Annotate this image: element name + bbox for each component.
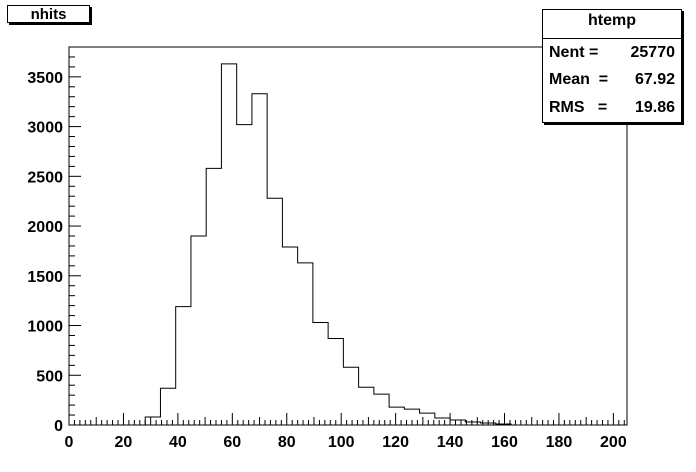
histogram-bin [420, 413, 435, 425]
y-tick-label: 0 [54, 418, 63, 435]
stats-row-rms: RMS = 19.86 [549, 99, 675, 117]
stats-name: htemp [588, 12, 636, 29]
y-tick-label: 2500 [27, 169, 63, 186]
histogram-bin [221, 64, 236, 425]
y-tick-label: 1000 [27, 319, 63, 336]
x-axis: 0 20 40 60 80 100 120 140 160 180 200 [65, 413, 627, 451]
histogram-bin [145, 417, 160, 425]
x-tick-label: 60 [223, 434, 241, 451]
histogram-bin [313, 323, 328, 425]
stats-key: Mean = [549, 71, 609, 88]
stats-key: RMS = [549, 99, 608, 116]
x-tick-label: 0 [65, 434, 74, 451]
histogram-bin [237, 125, 252, 425]
histogram-bin [282, 247, 297, 425]
stats-separator [543, 38, 681, 39]
histogram-bin [389, 407, 404, 425]
histogram-bin [496, 424, 511, 425]
histogram-bin [191, 236, 206, 425]
stats-value: 25770 [630, 44, 676, 61]
histogram-bin [176, 307, 191, 425]
histogram-bars [69, 63, 618, 426]
histogram-bin [465, 422, 480, 425]
histogram-bin [328, 338, 343, 425]
histogram-bin [359, 387, 374, 425]
y-tick-label: 2000 [27, 219, 63, 236]
x-tick-label: 100 [328, 434, 355, 451]
stats-value: 19.86 [634, 99, 675, 116]
y-tick-label: 3500 [27, 70, 63, 87]
stats-row-entries: Nent = 25770 [549, 44, 675, 62]
x-tick-label: 120 [382, 434, 409, 451]
x-tick-label: 200 [600, 434, 627, 451]
histogram-bin [252, 94, 267, 425]
histogram-bin [267, 198, 282, 425]
x-tick-label: 140 [437, 434, 464, 451]
stats-row-mean: Mean = 67.92 [549, 71, 675, 89]
y-tick-label: 1500 [27, 269, 63, 286]
title-text: nhits [30, 6, 67, 23]
y-tick-label: 3000 [27, 120, 63, 137]
x-tick-label: 40 [169, 434, 187, 451]
histogram-bin [206, 168, 221, 425]
x-tick-label: 20 [115, 434, 133, 451]
histogram-bin [435, 418, 450, 425]
stats-value: 67.92 [634, 71, 675, 88]
histogram-bin [298, 263, 313, 425]
histogram-bin [160, 388, 175, 425]
x-tick-label: 160 [491, 434, 518, 451]
histogram-bin [343, 367, 358, 425]
y-axis: 0 500 1000 1500 2000 2500 3000 3500 [27, 46, 81, 435]
histogram-title: nhits [7, 5, 90, 23]
histogram-bin [374, 394, 389, 425]
y-tick-label: 500 [36, 368, 63, 385]
x-tick-label: 80 [278, 434, 296, 451]
stats-key: Nent = [549, 44, 603, 61]
stats-box: htemp Nent = 25770 Mean = 67.92 RMS = 19… [542, 9, 682, 123]
histogram-bin [450, 420, 465, 425]
x-tick-label: 180 [546, 434, 573, 451]
